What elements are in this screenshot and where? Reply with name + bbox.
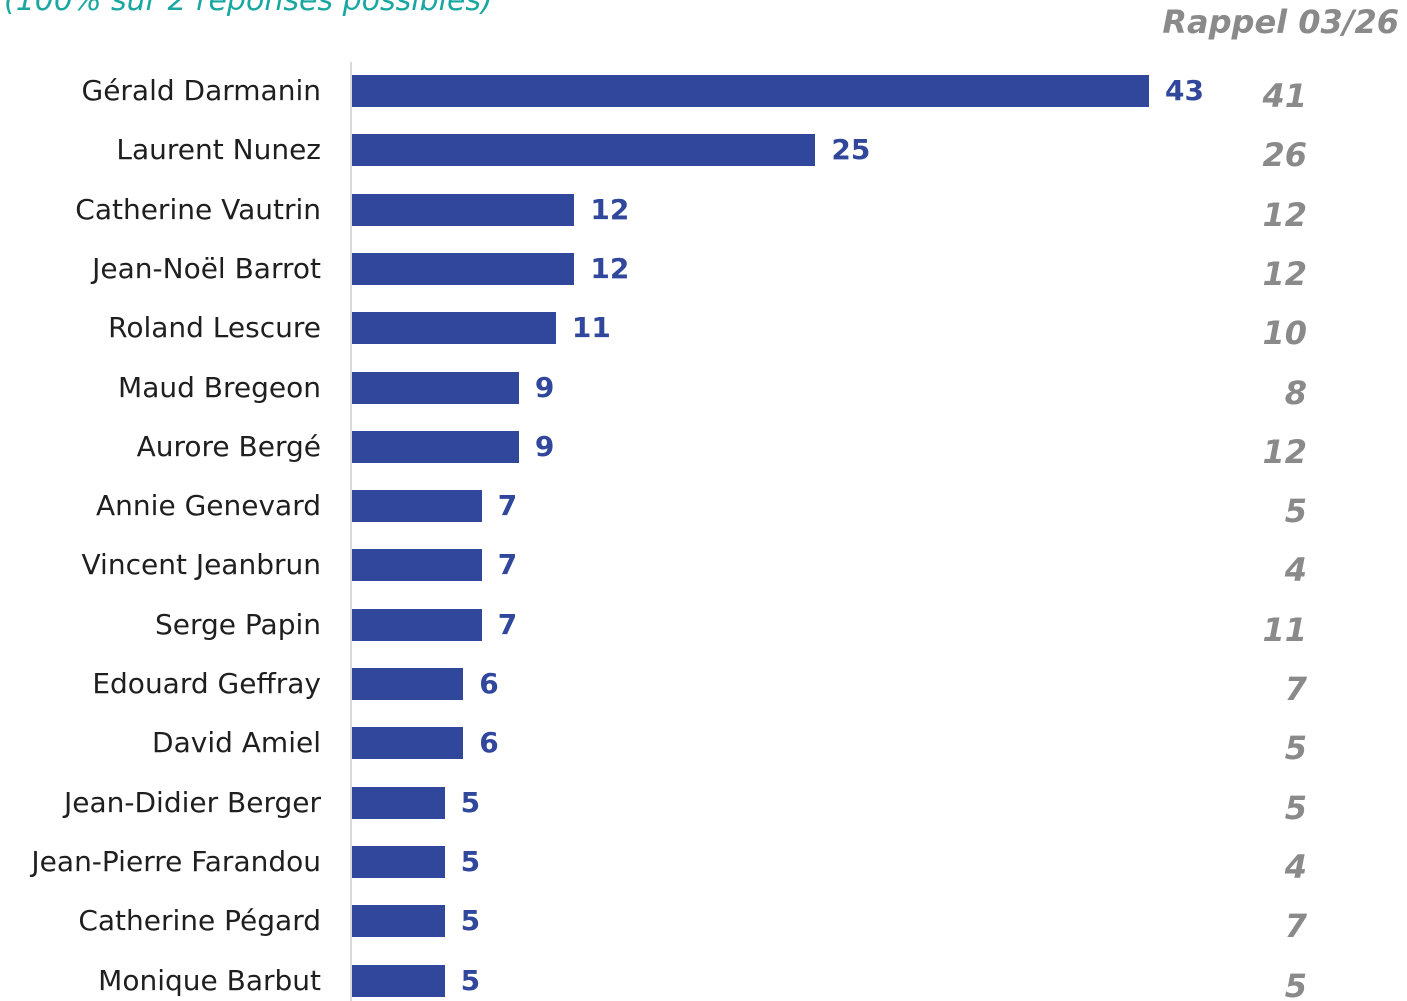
category-label: Aurore Bergé xyxy=(136,429,321,463)
bar xyxy=(352,193,575,226)
rappel-value: 11 xyxy=(1262,610,1307,649)
rappel-value: 41 xyxy=(1262,77,1307,115)
rappel-header: Rappel 03/26 xyxy=(1162,3,1399,41)
data-label: 7 xyxy=(497,489,518,523)
category-label: Jean-Pierre Farandou xyxy=(31,844,321,878)
data-label: 9 xyxy=(534,429,555,463)
rappel-value: 5 xyxy=(1284,966,1307,1001)
bar xyxy=(352,312,556,345)
bar xyxy=(352,75,1149,107)
category-axis-line xyxy=(350,62,352,1001)
data-label: 6 xyxy=(479,726,499,760)
category-label: Serge Papin xyxy=(154,607,321,641)
bar xyxy=(352,668,464,700)
data-label: 5 xyxy=(460,785,481,819)
rappel-value: 8 xyxy=(1284,373,1307,412)
rappel-value: 10 xyxy=(1262,314,1307,353)
category-label: Laurent Nunez xyxy=(116,133,321,167)
rappel-value: 4 xyxy=(1284,551,1307,590)
category-label: Jean-Noël Barrot xyxy=(92,251,321,285)
bar xyxy=(352,608,482,641)
data-label: 43 xyxy=(1165,74,1204,107)
bar xyxy=(352,134,816,167)
rappel-value: 12 xyxy=(1262,254,1307,293)
category-label: Jean-Didier Berger xyxy=(64,785,321,819)
category-label: David Amiel xyxy=(152,726,321,760)
category-label: Gérald Darmanin xyxy=(81,74,322,107)
rappel-value: 5 xyxy=(1284,788,1307,827)
rappel-value: 12 xyxy=(1262,432,1307,471)
data-label: 5 xyxy=(460,844,481,878)
chart-subtitle: (100% sur 2 réponses possibles) xyxy=(4,0,493,18)
category-label: Maud Bregeon xyxy=(118,370,321,404)
rappel-value: 4 xyxy=(1284,847,1307,886)
data-label: 11 xyxy=(571,311,611,345)
rappel-value: 5 xyxy=(1284,729,1307,768)
data-label: 5 xyxy=(460,963,481,997)
category-label: Roland Lescure xyxy=(108,311,321,345)
data-label: 7 xyxy=(497,607,518,641)
data-label: 6 xyxy=(479,667,499,700)
rappel-value: 26 xyxy=(1262,136,1307,175)
data-label: 7 xyxy=(497,548,518,582)
bar xyxy=(352,252,575,285)
bar xyxy=(352,786,445,819)
data-label: 12 xyxy=(590,251,630,285)
data-label: 5 xyxy=(460,904,481,938)
data-label: 12 xyxy=(590,192,630,226)
bar xyxy=(352,549,482,582)
category-label: Edouard Geffray xyxy=(92,667,321,700)
category-label: Annie Genevard xyxy=(96,489,321,523)
data-label: 25 xyxy=(831,133,871,167)
rappel-value: 7 xyxy=(1284,907,1307,946)
bar xyxy=(352,905,445,938)
rappel-value: 7 xyxy=(1284,670,1307,708)
bar xyxy=(352,845,445,878)
category-label: Catherine Vautrin xyxy=(75,192,321,226)
bar xyxy=(352,490,482,523)
rappel-value: 12 xyxy=(1262,195,1307,234)
bar xyxy=(352,430,519,463)
bar xyxy=(352,727,464,760)
bar xyxy=(352,964,445,997)
bar xyxy=(352,371,519,404)
category-label: Catherine Pégard xyxy=(78,904,321,938)
rappel-value: 5 xyxy=(1284,492,1307,531)
data-label: 9 xyxy=(534,370,555,404)
category-label: Vincent Jeanbrun xyxy=(81,548,321,582)
category-label: Monique Barbut xyxy=(98,963,321,997)
